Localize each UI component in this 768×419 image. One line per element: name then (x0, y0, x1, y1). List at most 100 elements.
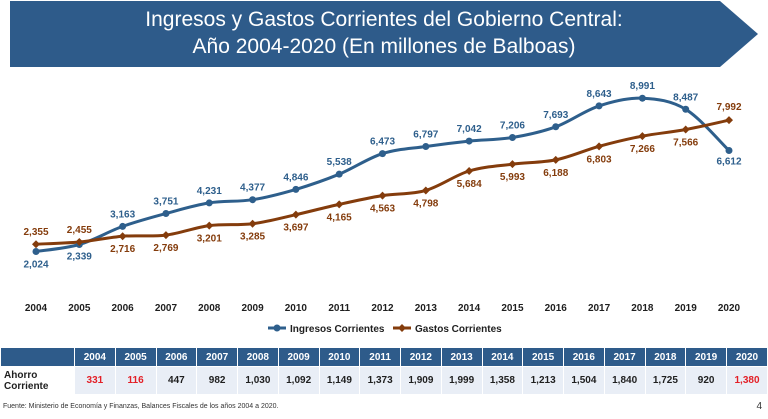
data-label: 4,846 (283, 172, 308, 183)
ahorro-corriente-table: 2004 2005 2006 2007 2008 2009 2010 2011 2012 2013… (0, 347, 768, 395)
x-tick-label: 2013 (415, 303, 438, 314)
legend-marker (273, 324, 281, 332)
legend: Ingresos Corrientes Gastos Corrientes (268, 324, 502, 335)
data-label: 2,716 (110, 244, 135, 255)
title-banner (10, 1, 758, 67)
table-value-cell: 331 (74, 366, 116, 395)
table-value-cell: 447 (155, 366, 198, 395)
gastos-point (681, 125, 690, 134)
ingresos-point (379, 150, 386, 158)
gastos-point (118, 232, 127, 241)
ingresos-point (552, 123, 560, 131)
x-axis-ticks: 2004 2005 2006 2007 2008 2009 2010 2011 2012 2013… (25, 303, 741, 314)
data-label: 2,339 (67, 252, 92, 263)
x-tick-label: 2005 (68, 303, 91, 314)
table-year-header: 2008 (237, 347, 279, 367)
data-label: 6,188 (543, 168, 568, 179)
title-line-1: Ingresos y Gastos Corrientes del Gobiern… (145, 8, 623, 31)
legend-label: Gastos Corrientes (415, 324, 502, 335)
ingresos-point (162, 209, 170, 217)
ingresos-point (682, 105, 690, 113)
x-tick-label: 2008 (198, 303, 221, 314)
ingresos-point (465, 137, 473, 145)
table-value-cell: 1,358 (481, 366, 524, 395)
table-value-cell: 1,725 (644, 366, 687, 395)
table-year-header: 2012 (400, 347, 442, 367)
ingresos-point (32, 247, 40, 255)
table-year-header: 2014 (481, 347, 524, 367)
table-year-header: 2006 (155, 347, 198, 367)
data-label: 3,697 (283, 223, 308, 234)
table-year-header: 2015 (522, 347, 564, 367)
gastos-point (335, 200, 344, 209)
ingresos-point (595, 102, 603, 110)
table-year-header: 2019 (685, 347, 727, 367)
legend-label: Ingresos Corrientes (290, 324, 385, 335)
ingresos-point (638, 94, 646, 102)
table-year-header: 2009 (277, 347, 320, 367)
data-label: 7,042 (457, 124, 482, 135)
title-line-2: Año 2004-2020 (En millones de Balboas) (192, 35, 576, 58)
data-label: 4,563 (370, 204, 395, 215)
table-year-header: 2018 (644, 347, 687, 367)
gastos-point (248, 219, 257, 228)
gastos-point (551, 155, 560, 164)
ingresos-point (335, 170, 343, 178)
table-value-cell: 1,999 (440, 366, 483, 395)
table-corner-cell (0, 347, 75, 367)
data-label: 2,455 (67, 225, 92, 236)
data-label: 2,769 (153, 243, 178, 254)
table-year-header: 2013 (440, 347, 483, 367)
ingresos-point (205, 199, 213, 207)
page-number: 4 (756, 401, 762, 412)
data-label: 4,798 (413, 198, 438, 209)
x-tick-label: 2020 (718, 303, 741, 314)
table-year-header: 2010 (318, 347, 361, 367)
data-label: 2,355 (23, 227, 48, 238)
table-year-header: 2007 (196, 347, 238, 367)
data-label: 4,231 (197, 186, 222, 197)
gastos-point (291, 210, 300, 219)
gastos-point (378, 191, 387, 200)
data-label: 3,751 (153, 196, 178, 207)
x-tick-label: 2019 (675, 303, 698, 314)
table-value-cell: 1,373 (359, 366, 401, 395)
table-year-header: 2005 (114, 347, 157, 367)
data-label: 5,538 (327, 157, 352, 168)
x-tick-label: 2010 (285, 303, 308, 314)
table-value-cell: 1,213 (522, 366, 564, 395)
x-tick-label: 2016 (545, 303, 568, 314)
title-banner-shape (10, 1, 758, 67)
data-label: 6,797 (413, 129, 438, 140)
data-label: 5,993 (500, 172, 525, 183)
line-chart: 2,024 2,339 3,163 3,751 4,231 4,377 4,846 5,538… (23, 81, 741, 335)
gastos-point (32, 240, 40, 249)
data-label: 4,165 (327, 212, 352, 223)
table-value-cell: 1,149 (318, 366, 361, 395)
data-label: 6,612 (716, 157, 741, 168)
table-value-cell: 116 (114, 366, 157, 395)
ingresos-point (119, 222, 127, 230)
data-label: 7,266 (630, 144, 655, 155)
table-year-header: 2020 (726, 347, 768, 367)
ingresos-point (422, 142, 430, 150)
table-year-header: 2016 (563, 347, 605, 367)
table-value-cell: 1,030 (237, 366, 279, 395)
x-tick-label: 2004 (25, 303, 48, 314)
table-value-cell: 1,504 (563, 366, 605, 395)
x-tick-label: 2007 (155, 303, 178, 314)
ingresos-point (725, 147, 733, 155)
gastos-point (421, 186, 430, 195)
data-label: 7,992 (716, 102, 741, 113)
table-value-cell: 1,840 (603, 366, 646, 395)
page-title: Ingresos y Gastos Corrientes del Gobiern… (0, 6, 768, 60)
data-label: 3,201 (197, 234, 222, 245)
x-tick-label: 2015 (501, 303, 524, 314)
data-label: 2,024 (23, 259, 48, 270)
series-points (32, 94, 733, 255)
ahorro-corriente-label: Ahorro Corriente (0, 366, 75, 395)
data-label: 8,487 (673, 92, 698, 103)
data-labels: 2,024 2,339 3,163 3,751 4,231 4,377 4,846 5,538… (23, 81, 741, 270)
ingresos-point (249, 196, 257, 204)
data-label: 3,285 (240, 232, 265, 243)
